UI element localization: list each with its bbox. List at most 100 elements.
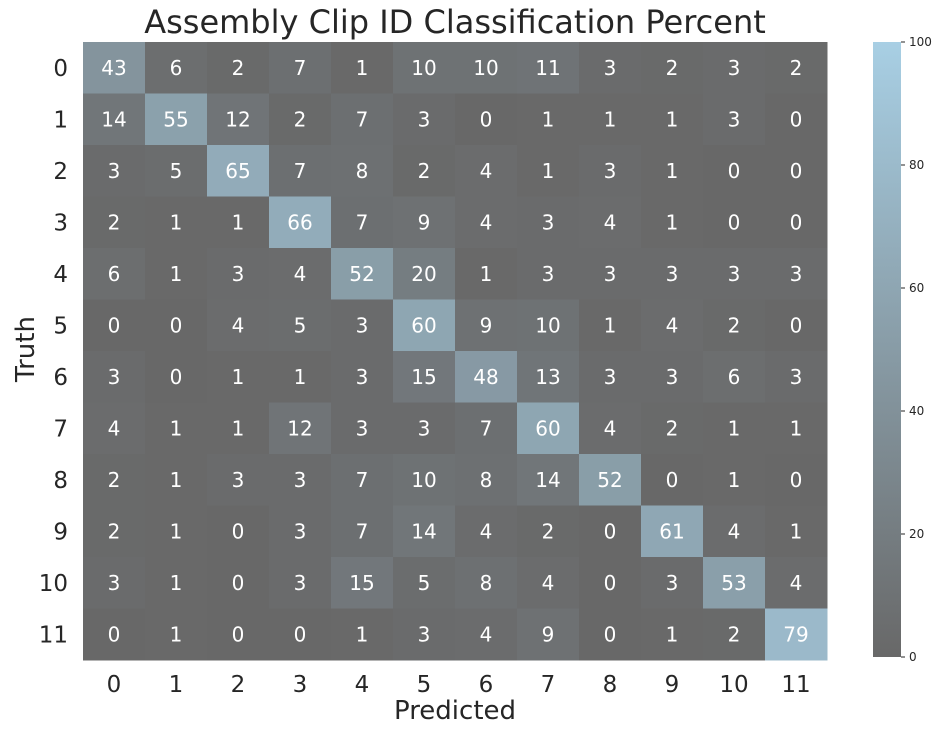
cell-value-2-7: 1	[542, 159, 555, 183]
heatmap-cell-4-6	[455, 248, 518, 300]
cell-value-5-7: 10	[535, 313, 560, 337]
heatmap-cell-4-2	[207, 248, 270, 300]
cell-value-2-5: 2	[418, 159, 431, 183]
cell-value-10-8: 0	[604, 571, 617, 595]
heatmap-cell-0-7	[517, 42, 580, 94]
heatmap-cell-10-2	[207, 557, 270, 609]
heatmap-cell-2-7	[517, 145, 580, 197]
heatmap-cell-4-3	[269, 248, 332, 300]
cell-value-5-3: 5	[294, 313, 307, 337]
heatmap-cell-4-11	[765, 248, 828, 300]
cell-value-1-9: 1	[666, 107, 679, 131]
heatmap-cell-8-4	[331, 454, 394, 506]
y-tick-label: 4	[53, 262, 68, 288]
cell-value-11-10: 2	[728, 622, 741, 646]
heatmap-cell-7-9	[641, 402, 704, 455]
colorbar-tick-label: 60	[909, 281, 924, 295]
heatmap-cell-10-7	[517, 557, 580, 609]
cell-value-3-4: 7	[356, 210, 369, 234]
cell-value-9-10: 4	[728, 519, 741, 543]
heatmap-cell-5-11	[765, 299, 828, 352]
heatmap-cell-7-6	[455, 402, 518, 455]
x-tick-label: 4	[355, 672, 370, 698]
heatmap-cell-1-10	[703, 93, 766, 146]
heatmap-cell-0-5	[393, 42, 456, 94]
cell-value-8-3: 3	[294, 468, 307, 492]
x-tick-label: 1	[169, 672, 184, 698]
heatmap-cell-11-7	[517, 608, 580, 661]
cell-value-0-6: 10	[473, 56, 498, 80]
heatmap-cell-10-3	[269, 557, 332, 609]
heatmap-cell-3-7	[517, 196, 580, 249]
cell-value-3-10: 0	[728, 210, 741, 234]
heatmap-cell-9-7	[517, 505, 580, 558]
cell-value-8-1: 1	[170, 468, 183, 492]
heatmap-cell-6-6	[455, 351, 518, 403]
heatmap-cell-4-8	[579, 248, 642, 300]
cell-value-7-11: 1	[790, 416, 803, 440]
y-tick-label: 7	[53, 416, 68, 442]
heatmap-cell-11-1	[145, 608, 208, 661]
heatmap-cell-8-2	[207, 454, 270, 506]
heatmap-cell-4-1	[145, 248, 208, 300]
heatmap-cell-2-2	[207, 145, 270, 197]
heatmap-cell-2-8	[579, 145, 642, 197]
heatmap-cell-1-7	[517, 93, 580, 146]
cell-value-7-7: 60	[535, 416, 560, 440]
cell-value-6-10: 6	[728, 365, 741, 389]
cell-value-8-4: 7	[356, 468, 369, 492]
heatmap-cell-7-1	[145, 402, 208, 455]
cell-value-3-0: 2	[108, 210, 121, 234]
heatmap-cell-5-7	[517, 299, 580, 352]
cell-labels: 43 6 2 7 1 10 10 11 3 2 3 214 55 12 2 7 3 0 1 1 1 3 03 5 65 7 8 2 4 1…	[101, 56, 808, 647]
cell-value-7-10: 1	[728, 416, 741, 440]
cell-value-2-11: 0	[790, 159, 803, 183]
cell-value-1-0: 14	[101, 107, 126, 131]
heatmap-cell-11-6	[455, 608, 518, 661]
heatmap-cell-0-1	[145, 42, 208, 94]
cell-value-10-10: 53	[721, 571, 746, 595]
chart-title: Assembly Clip ID Classification Percent	[144, 3, 766, 41]
cell-value-11-0: 0	[108, 622, 121, 646]
cell-value-2-0: 3	[108, 159, 121, 183]
cell-value-1-10: 3	[728, 107, 741, 131]
heatmap-cell-10-9	[641, 557, 704, 609]
heatmap-cell-4-9	[641, 248, 704, 300]
cell-value-10-0: 3	[108, 571, 121, 595]
cell-value-10-1: 1	[170, 571, 183, 595]
heatmap-cell-3-11	[765, 196, 828, 249]
heatmap-cell-1-5	[393, 93, 456, 146]
heatmap-cell-3-6	[455, 196, 518, 249]
cell-value-7-8: 4	[604, 416, 617, 440]
heatmap-cell-1-11	[765, 93, 828, 146]
x-tick-label: 6	[479, 672, 494, 698]
heatmap-cells	[83, 42, 828, 661]
heatmap-cell-10-1	[145, 557, 208, 609]
y-tick-label: 11	[39, 622, 68, 648]
y-tick-label: 1	[53, 107, 68, 133]
cell-value-6-6: 48	[473, 365, 498, 389]
heatmap-cell-4-0	[83, 248, 146, 300]
colorbar-tick-label: 40	[909, 404, 924, 418]
heatmap-cell-0-3	[269, 42, 332, 94]
heatmap-cell-6-7	[517, 351, 580, 403]
heatmap-cell-1-9	[641, 93, 704, 146]
heatmap-cell-0-10	[703, 42, 766, 94]
heatmap-cell-1-0	[83, 93, 146, 146]
heatmap-cell-3-2	[207, 196, 270, 249]
cell-value-6-11: 3	[790, 365, 803, 389]
heatmap-cell-3-3	[269, 196, 332, 249]
x-tick-label: 3	[293, 672, 308, 698]
heatmap-cell-2-1	[145, 145, 208, 197]
cell-value-6-9: 3	[666, 365, 679, 389]
cell-value-7-1: 1	[170, 416, 183, 440]
cell-value-11-7: 9	[542, 622, 555, 646]
cell-value-0-4: 1	[356, 56, 369, 80]
cell-value-1-5: 3	[418, 107, 431, 131]
cell-value-2-2: 65	[225, 159, 250, 183]
cell-value-10-5: 5	[418, 571, 431, 595]
heatmap-cell-9-10	[703, 505, 766, 558]
cell-value-1-11: 0	[790, 107, 803, 131]
heatmap-cell-10-5	[393, 557, 456, 609]
cell-value-11-4: 1	[356, 622, 369, 646]
